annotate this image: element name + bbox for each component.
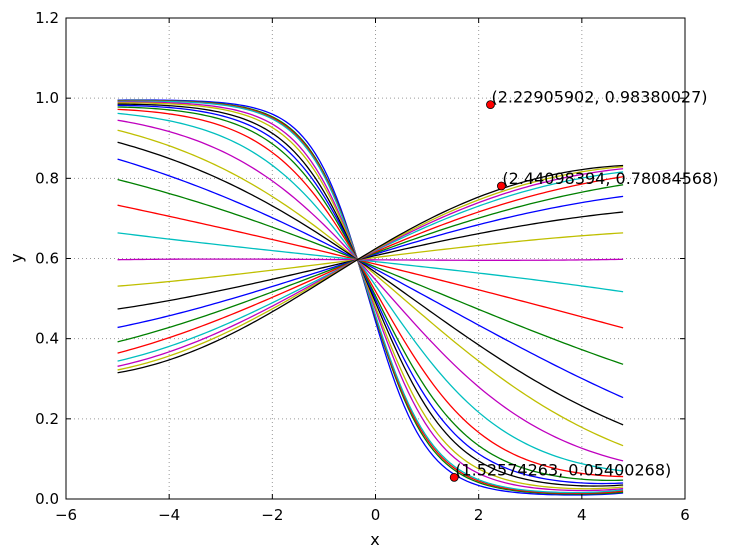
x-tick-label: 0 (371, 506, 381, 524)
series-line (117, 101, 624, 492)
series-line (117, 141, 624, 426)
series-line (117, 195, 624, 329)
series-line (117, 119, 624, 462)
x-tick-label: 4 (577, 506, 587, 524)
tick-labels: −6 −4 −2 0 2 4 6 0.0 0.2 0.4 0.6 0.8 1.0 1.2 (35, 9, 690, 524)
y-tick-label: 1.2 (35, 9, 59, 27)
y-tick-label: 1.0 (35, 89, 59, 107)
series-line (117, 232, 624, 293)
ticks (65, 17, 686, 500)
series-line (117, 100, 624, 494)
point-label: (2.44098394, 0.78084568) (502, 169, 718, 188)
series-line (117, 102, 624, 490)
series-line (117, 164, 624, 374)
x-axis-label: x (370, 530, 379, 549)
y-axis-label: y (7, 253, 26, 262)
series-line (117, 211, 624, 310)
x-tick-label: −2 (261, 506, 283, 524)
series-line (117, 176, 624, 354)
series-line (117, 204, 624, 329)
data-point (449, 472, 459, 482)
x-tick-label: 6 (680, 506, 690, 524)
x-tick-label: 2 (474, 506, 484, 524)
y-tick-label: 0.2 (35, 410, 59, 428)
data-point (486, 100, 495, 110)
series-line (117, 112, 624, 472)
grid (66, 18, 685, 499)
series-line (117, 232, 624, 287)
y-tick-label: 0.4 (35, 330, 59, 348)
point-label: (2.22905902, 0.98380027) (491, 88, 707, 107)
series-line (117, 103, 624, 487)
series-line (117, 158, 624, 399)
series-line (117, 108, 624, 478)
point-label: (1.52574263, 0.05400268) (455, 460, 671, 479)
annotated-points: (2.22905902, 0.98380027) (2.44098394, 0.7… (449, 88, 718, 482)
series-line (117, 99, 624, 496)
y-tick-label: 0.6 (35, 250, 59, 268)
series-lines (117, 99, 624, 496)
x-tick-label: −6 (55, 506, 77, 524)
series-line (117, 178, 624, 365)
x-tick-label: −4 (158, 506, 180, 524)
series-line (117, 104, 624, 485)
series-line (117, 258, 624, 261)
data-point (497, 181, 506, 191)
y-tick-label: 0.8 (35, 169, 59, 187)
series-line (117, 106, 624, 482)
series-line (117, 184, 624, 343)
series-line (117, 129, 624, 447)
y-tick-label: 0.0 (35, 490, 59, 508)
